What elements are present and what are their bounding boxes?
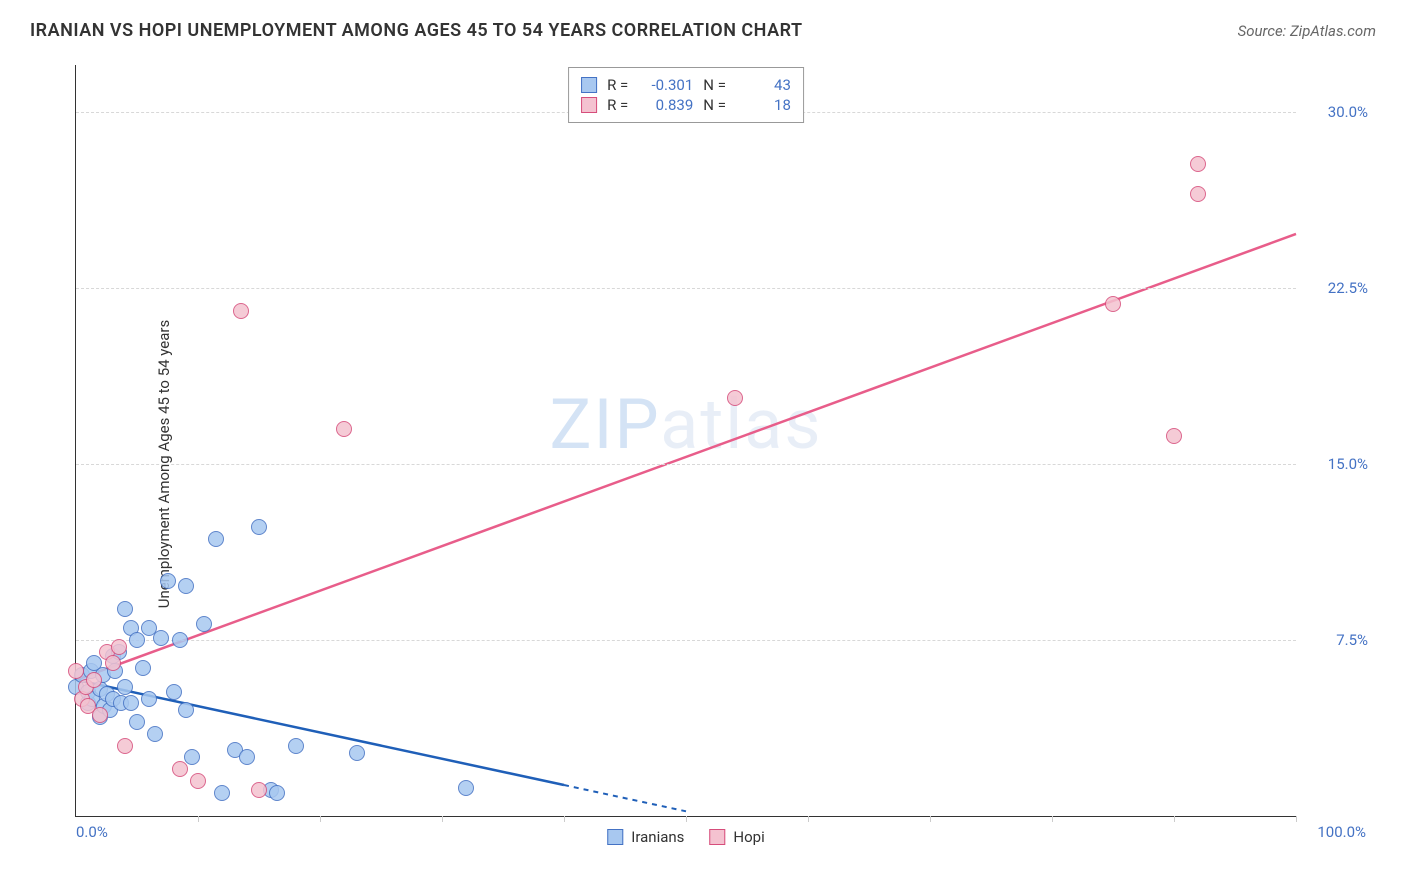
data-point xyxy=(251,519,267,535)
swatch-icon xyxy=(709,829,725,845)
data-point xyxy=(208,531,224,547)
data-point xyxy=(288,738,304,754)
x-tick xyxy=(320,816,321,822)
swatch-icon xyxy=(607,829,623,845)
data-point xyxy=(190,773,206,789)
legend-item-hopi: Hopi xyxy=(709,828,764,846)
data-point xyxy=(172,761,188,777)
chart-area: Unemployment Among Ages 45 to 54 years Z… xyxy=(30,55,1376,872)
legend-row-iranians: R = -0.301 N = 43 xyxy=(581,76,791,94)
data-point xyxy=(269,785,285,801)
data-point xyxy=(1190,156,1206,172)
y-tick-label: 22.5% xyxy=(1303,279,1368,297)
x-tick xyxy=(1052,816,1053,822)
x-tick xyxy=(442,816,443,822)
x-tick xyxy=(198,816,199,822)
data-point xyxy=(141,691,157,707)
data-point xyxy=(166,684,182,700)
data-point xyxy=(135,660,151,676)
data-point xyxy=(184,749,200,765)
x-tick xyxy=(1296,816,1297,822)
gridline-h xyxy=(76,640,1296,641)
gridline-h xyxy=(76,464,1296,465)
data-point xyxy=(147,726,163,742)
data-point xyxy=(336,421,352,437)
data-point xyxy=(117,601,133,617)
data-point xyxy=(233,303,249,319)
plot-region: ZIPatlas R = -0.301 N = 43 R = 0.839 N =… xyxy=(75,65,1296,817)
data-point xyxy=(129,714,145,730)
x-axis-min: 0.0% xyxy=(76,823,108,841)
data-point xyxy=(1166,428,1182,444)
data-point xyxy=(251,782,267,798)
data-point xyxy=(160,573,176,589)
data-point xyxy=(178,702,194,718)
data-point xyxy=(458,780,474,796)
correlation-legend: R = -0.301 N = 43 R = 0.839 N = 18 xyxy=(568,67,804,123)
y-tick-label: 15.0% xyxy=(1303,455,1368,473)
x-axis-max: 100.0% xyxy=(1317,823,1366,841)
header: IRANIAN VS HOPI UNEMPLOYMENT AMONG AGES … xyxy=(0,0,1406,51)
data-point xyxy=(178,578,194,594)
data-point xyxy=(1190,186,1206,202)
chart-title: IRANIAN VS HOPI UNEMPLOYMENT AMONG AGES … xyxy=(30,20,803,41)
data-point xyxy=(86,672,102,688)
source-label: Source: ZipAtlas.com xyxy=(1238,22,1376,40)
data-point xyxy=(1105,296,1121,312)
swatch-iranians xyxy=(581,77,597,93)
x-tick xyxy=(564,816,565,822)
y-tick-label: 30.0% xyxy=(1303,103,1368,121)
data-point xyxy=(117,679,133,695)
data-point xyxy=(117,738,133,754)
data-point xyxy=(111,639,127,655)
x-tick xyxy=(930,816,931,822)
data-point xyxy=(105,655,121,671)
series-legend: Iranians Hopi xyxy=(607,828,764,846)
legend-item-iranians: Iranians xyxy=(607,828,684,846)
data-point xyxy=(214,785,230,801)
data-point xyxy=(172,632,188,648)
swatch-hopi xyxy=(581,97,597,113)
data-point xyxy=(92,707,108,723)
x-tick xyxy=(1174,816,1175,822)
data-point xyxy=(123,695,139,711)
data-point xyxy=(68,663,84,679)
data-point xyxy=(129,632,145,648)
data-point xyxy=(727,390,743,406)
y-tick-label: 7.5% xyxy=(1303,631,1368,649)
legend-row-hopi: R = 0.839 N = 18 xyxy=(581,96,791,114)
data-point xyxy=(349,745,365,761)
x-tick xyxy=(808,816,809,822)
data-point xyxy=(153,630,169,646)
gridline-h xyxy=(76,288,1296,289)
x-tick xyxy=(686,816,687,822)
data-point xyxy=(196,616,212,632)
trend-lines xyxy=(76,65,1296,816)
watermark: ZIPatlas xyxy=(550,384,823,466)
data-point xyxy=(239,749,255,765)
